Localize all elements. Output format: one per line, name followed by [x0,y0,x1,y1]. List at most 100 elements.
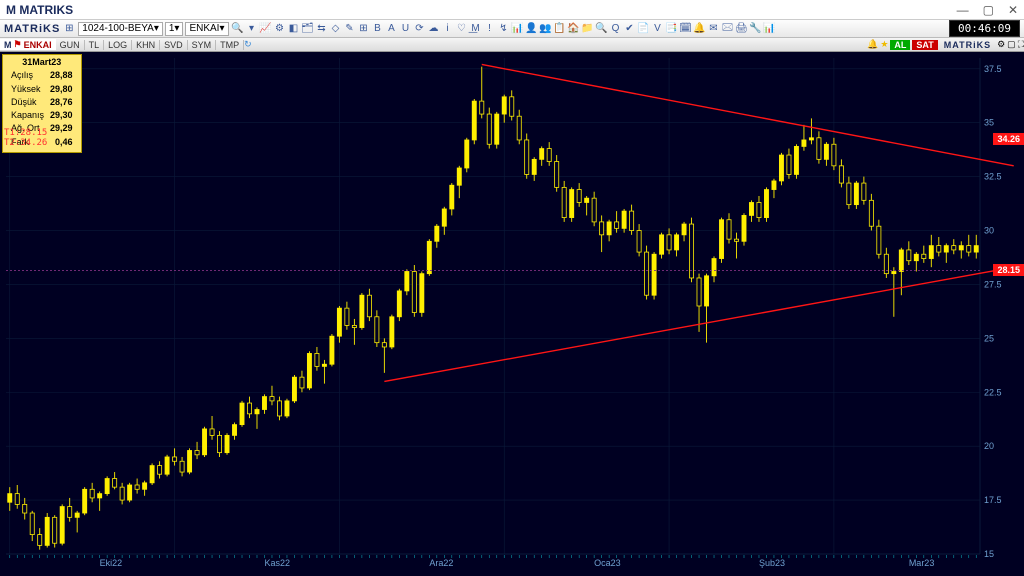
toolbar-icon[interactable]: 🔍 [231,22,245,36]
toolbar-icon[interactable]: A [385,22,399,36]
symbol-tab[interactable]: M⚑ENKAI [0,39,56,50]
timeframe-tab[interactable]: TL [85,40,105,50]
star-icon[interactable]: ★ [880,39,888,50]
toolbar-icon[interactable]: ! [483,22,497,36]
timeframe-tab[interactable]: LOG [104,40,132,50]
toolbar-icon[interactable]: 🗓 [679,22,693,36]
minimize-icon[interactable]: — [957,3,969,17]
info-date: 31Mart23 [7,57,77,68]
toolbar-icon[interactable]: 📋 [553,22,567,36]
info-value: 0,46 [48,137,75,148]
maximize-icon[interactable]: ▢ [983,3,994,17]
toolbar-icon[interactable]: ⊞ [357,22,371,36]
clock-display: 00:46:09 [949,20,1020,37]
toolbar-icon[interactable]: ⇆ [315,22,329,36]
toolbar-icon[interactable]: ☁ [427,22,441,36]
sell-button[interactable]: SAT [912,40,937,50]
toolbar-icon[interactable]: ⟳ [413,22,427,36]
toolbar-icon[interactable]: 📊 [511,22,525,36]
toolbar-icon[interactable]: ͟M [469,22,483,36]
settings-icon[interactable]: ⚙ [997,39,1005,50]
symbol-select[interactable]: ENKAI ▾ [185,22,228,36]
info-label: Düşük [9,97,46,108]
toolbar-icon[interactable]: V [651,22,665,36]
info-value: 29,80 [48,84,75,95]
toolbar-icon[interactable]: 📑 [665,22,679,36]
svg-text:30: 30 [984,226,994,236]
titlebar: M MATRIKS — ▢ ✕ [0,0,1024,20]
svg-text:35: 35 [984,118,994,128]
svg-text:Mar23: Mar23 [909,558,935,568]
svg-text:Kas22: Kas22 [264,558,290,568]
svg-text:32.5: 32.5 [984,172,1002,182]
brand-logo: MATRiKS [4,23,60,35]
svg-text:Eki22: Eki22 [100,558,123,568]
toolbar-icon[interactable]: ✔ [623,22,637,36]
toolbar-icon[interactable]: ♡ [455,22,469,36]
info-label: Yüksek [9,84,46,95]
brand-label: MATRiKS [940,40,995,50]
app-logo: M MATRIKS [6,3,73,17]
svg-text:37.5: 37.5 [984,64,1002,74]
candlestick-chart[interactable]: 1517.52022.52527.53032.53537.5Eki22Kas22… [0,52,1024,576]
timeframe-tab[interactable]: SYM [188,40,217,50]
price-label: 28.15 [993,264,1024,276]
toolbar-icon[interactable]: ✉ [707,22,721,36]
svg-text:15: 15 [984,549,994,559]
info-label: Kapanış [9,110,46,121]
toolbar-icon[interactable]: 👤 [525,22,539,36]
toolbar-icon[interactable]: 👥 [539,22,553,36]
toolbar-icon[interactable]: 📄 [637,22,651,36]
chart-tabbar: M⚑ENKAI GUNTLLOGKHNSVDSYMTMP ↻ 🔔 ★ AL SA… [0,38,1024,52]
toolbar-icon[interactable]: ↯ [497,22,511,36]
tracker-label: T2:34.26 [4,138,47,148]
info-value: 29,29 [48,123,75,134]
timeframe-tab[interactable]: KHN [132,40,160,50]
buy-button[interactable]: AL [890,40,910,50]
toolbar-icon[interactable]: i [441,22,455,36]
expand-icon[interactable]: ⛶ [1018,39,1024,50]
svg-text:Oca23: Oca23 [594,558,621,568]
chart-area[interactable]: 1517.52022.52527.53032.53537.5Eki22Kas22… [0,52,1024,576]
svg-text:17.5: 17.5 [984,495,1002,505]
toolbar-icon[interactable]: 🖂 [721,22,735,36]
timeframe-tab[interactable]: GUN [56,40,85,50]
toolbar-icon[interactable]: ◇ [329,22,343,36]
toolbar-icon[interactable]: ◧ [287,22,301,36]
svg-text:22.5: 22.5 [984,387,1002,397]
toolbar-icon[interactable]: ✎ [343,22,357,36]
timeframe-tab[interactable]: TMP [216,40,244,50]
toolbar-icon[interactable]: 🏠 [567,22,581,36]
main-toolbar: MATRiKS ⊞ 1024-100-BEYA ▾ 1 ▾ ENKAI ▾ 🔍▾… [0,20,1024,38]
toolbar-icon[interactable]: 🖨 [735,22,749,36]
toolbar-icon[interactable]: B [371,22,385,36]
price-label: 34.26 [993,133,1024,145]
toolbar-icon[interactable]: 📊 [763,22,777,36]
svg-text:25: 25 [984,333,994,343]
svg-text:Şub23: Şub23 [759,558,785,568]
toolbar-icon[interactable]: 📈 [259,22,273,36]
alert-icon[interactable]: 🔔 [867,39,878,50]
info-label: Açılış [9,70,46,81]
layout-select[interactable]: 1024-100-BEYA ▾ [78,22,163,36]
timeframe-tab[interactable]: SVD [160,40,188,50]
toolbar-icon[interactable]: 🔍 [595,22,609,36]
close-icon[interactable]: ✕ [1008,3,1018,17]
svg-text:Ara22: Ara22 [429,558,453,568]
period-select[interactable]: 1 ▾ [165,22,184,36]
window-icon[interactable]: ▢ [1007,39,1016,50]
svg-text:20: 20 [984,441,994,451]
toolbar-icon[interactable]: 🗂 [301,22,315,36]
grid-icon[interactable]: ⊞ [62,22,76,36]
info-value: 29,30 [48,110,75,121]
toolbar-icon[interactable]: 🔔 [693,22,707,36]
toolbar-icon[interactable]: 📁 [581,22,595,36]
toolbar-icon[interactable]: ⚙ [273,22,287,36]
tracker-label: T1:28.15 [4,128,47,138]
toolbar-icon[interactable]: U [399,22,413,36]
info-value: 28,76 [48,97,75,108]
refresh-icon[interactable]: ↻ [244,39,252,50]
toolbar-icon[interactable]: Q [609,22,623,36]
toolbar-icon[interactable]: ▾ [245,22,259,36]
toolbar-icon[interactable]: 🔧 [749,22,763,36]
